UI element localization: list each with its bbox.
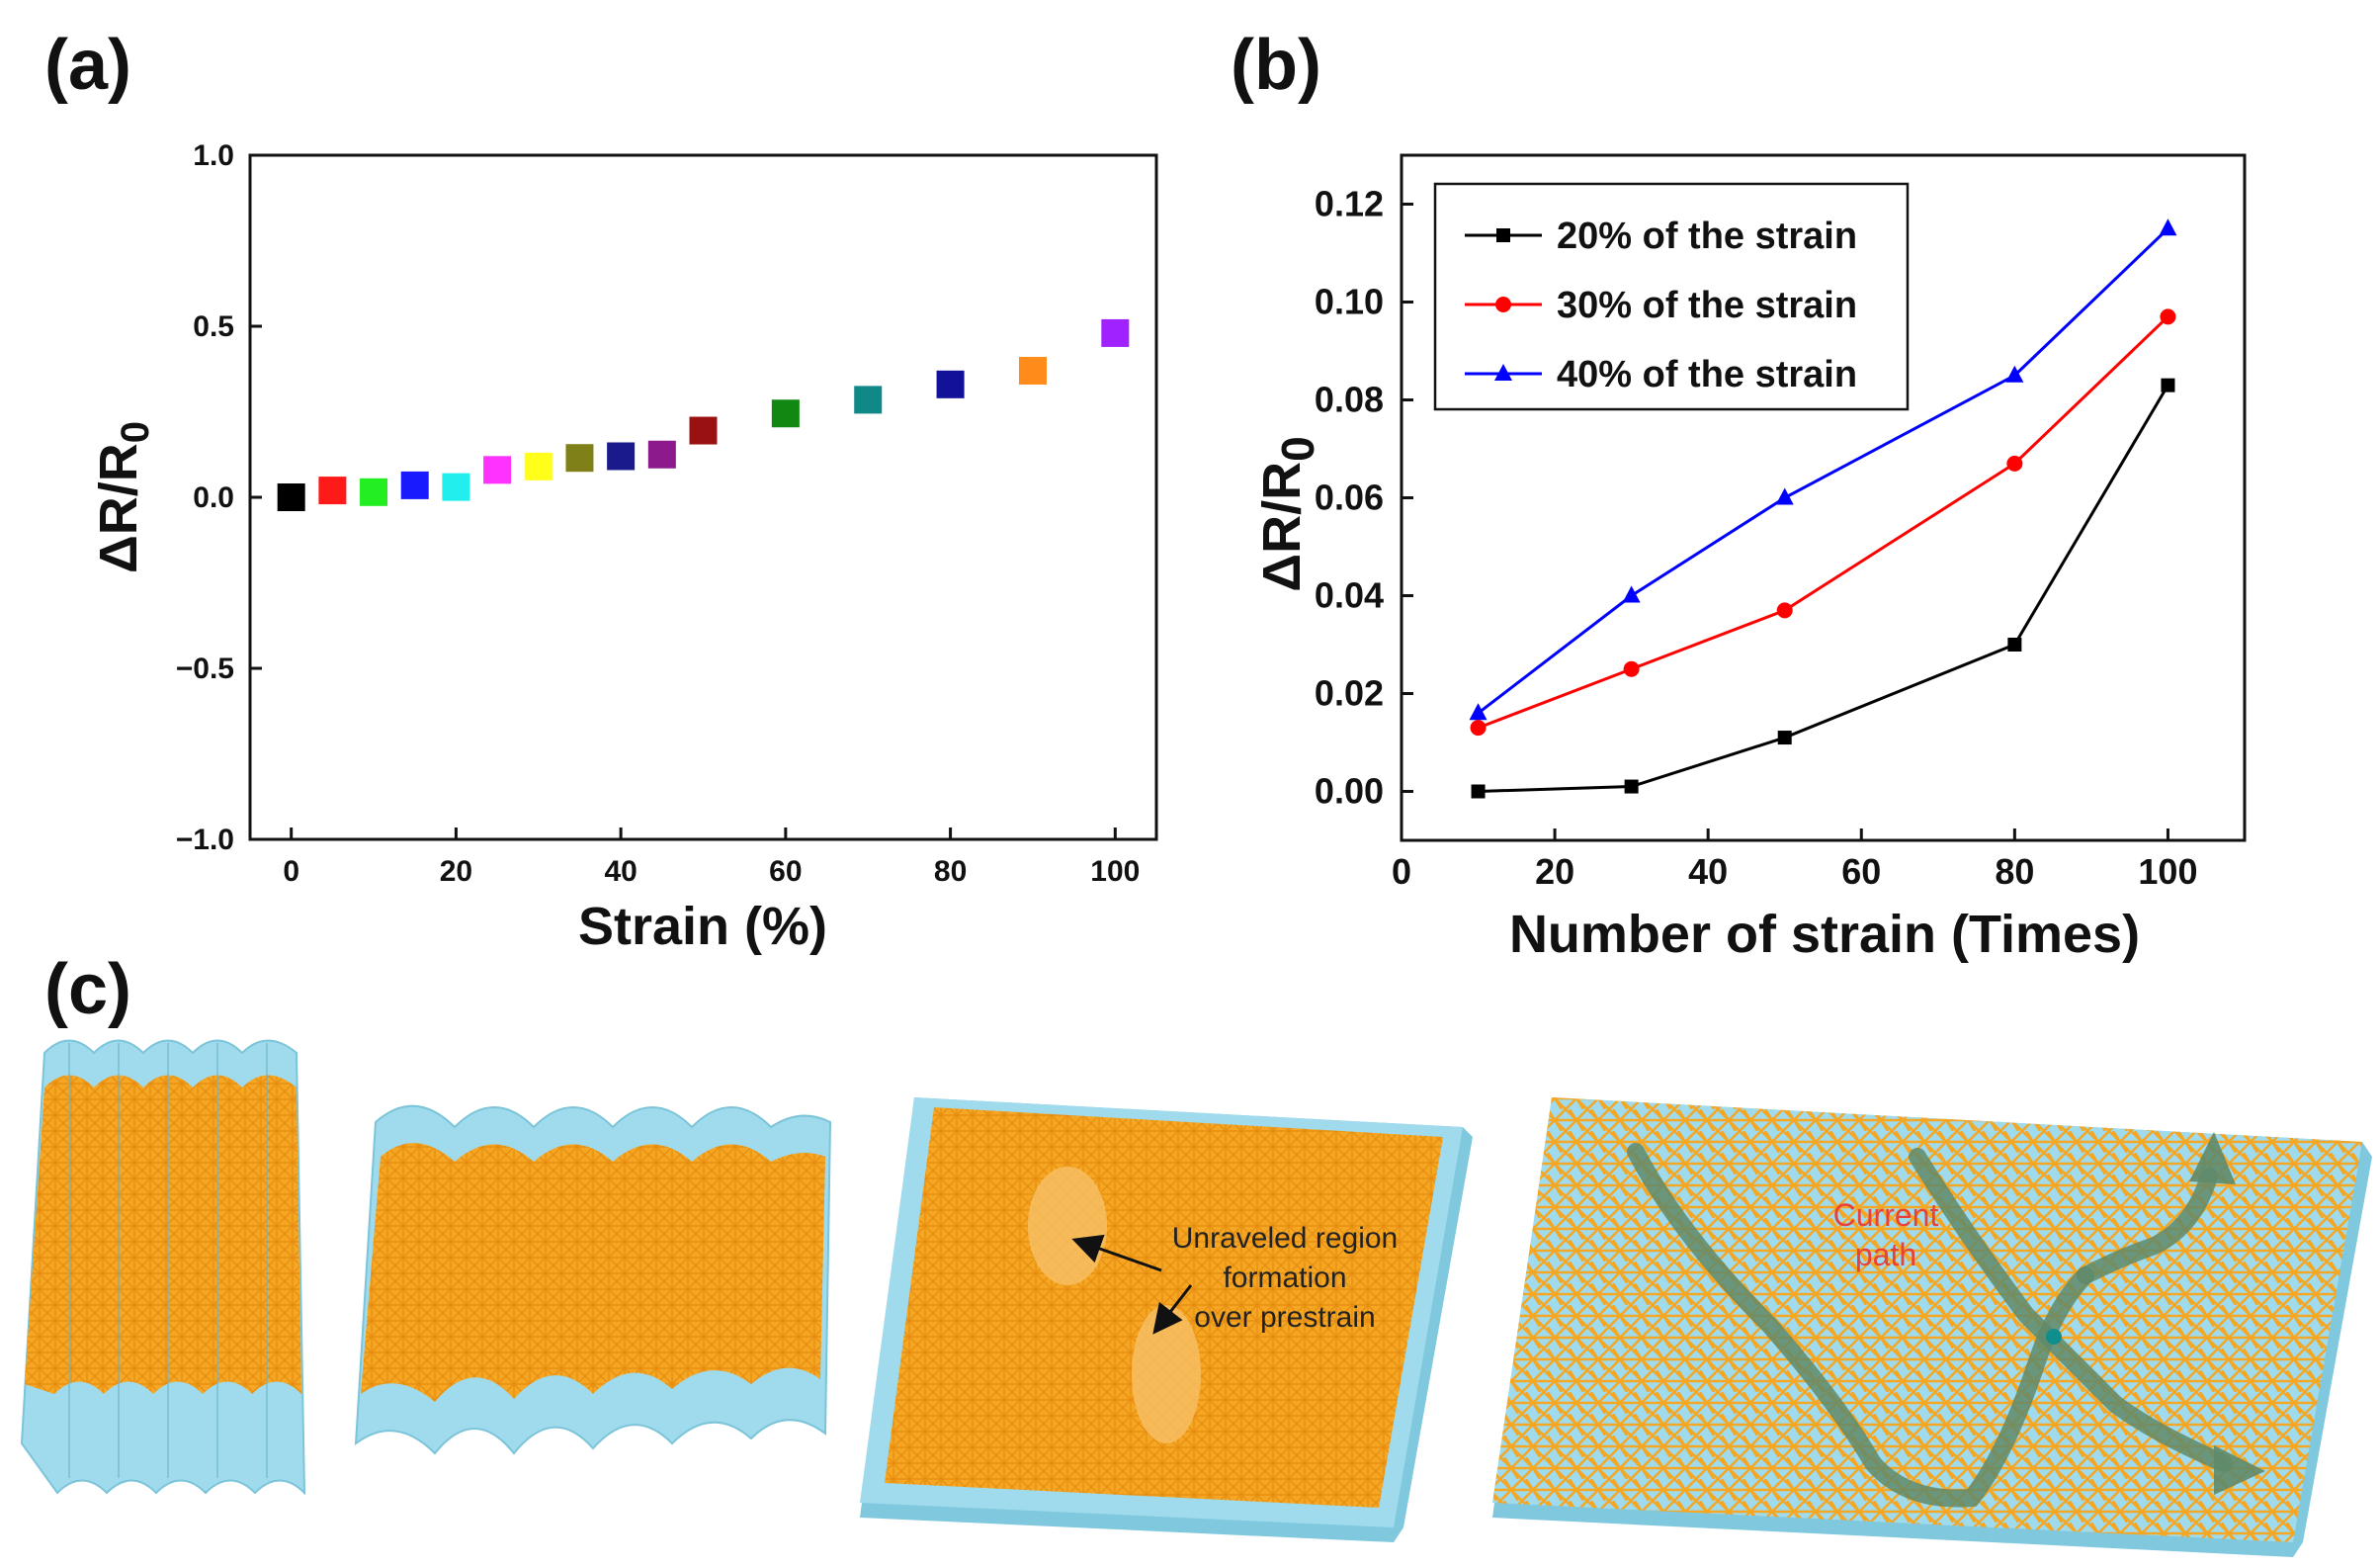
chart-b-y-axis-title-main: ΔR/R bbox=[1252, 462, 1312, 592]
data-point bbox=[771, 399, 800, 428]
series-1-point bbox=[2161, 378, 2175, 392]
y-tick-label: 0.10 bbox=[1315, 282, 1384, 322]
chart-b-x-axis: 0 20 40 60 80 100 bbox=[1392, 828, 2197, 892]
chart-a-points bbox=[277, 318, 1130, 511]
chart-a: −1.0 −0.5 0.0 0.5 1.0 0 20 40 60 80 100 Strain (%… bbox=[89, 139, 1158, 956]
x-tick-label: 40 bbox=[1688, 851, 1728, 892]
chart-a-x-axis: 0 20 40 60 80 100 bbox=[283, 828, 1140, 888]
data-point bbox=[1101, 318, 1130, 347]
wrinkled-sheet-loose bbox=[354, 1104, 832, 1455]
data-point bbox=[360, 478, 388, 506]
data-point bbox=[318, 477, 347, 505]
y-tick-label: −0.5 bbox=[176, 653, 234, 685]
chart-b: 0.00 0.02 0.04 0.06 0.08 0.10 0.12 0 20 40 60 80 10… bbox=[1252, 153, 2247, 964]
y-tick-label: −1.0 bbox=[176, 824, 234, 856]
y-tick-label: 0.06 bbox=[1315, 478, 1384, 518]
illustration-panel-c: Unraveled region formation over prestrai… bbox=[20, 1039, 2372, 1557]
wrinkled-sheet-tight bbox=[20, 1039, 306, 1496]
x-tick-label: 60 bbox=[1841, 851, 1881, 892]
chart-a-y-axis-title: ΔR/R0 bbox=[89, 421, 157, 573]
stretched-sheet-current-path: Current path bbox=[1492, 1097, 2372, 1557]
data-point bbox=[936, 370, 965, 398]
chart-b-series bbox=[1469, 218, 2177, 799]
x-tick-label: 20 bbox=[440, 855, 472, 888]
panel-label-a: (a) bbox=[44, 26, 131, 105]
data-point bbox=[854, 386, 883, 414]
x-tick-label: 100 bbox=[2138, 851, 2197, 892]
legend-label: 30% of the strain bbox=[1557, 285, 1857, 326]
series-1-point bbox=[1624, 779, 1639, 794]
data-point bbox=[442, 473, 470, 501]
flat-sheet-prestrain: Unraveled region formation over prestrai… bbox=[860, 1097, 1473, 1542]
series-2-point bbox=[2006, 455, 2023, 472]
annotation-line-2: formation bbox=[1223, 1262, 1346, 1294]
annotation-arrow-1 bbox=[1071, 1234, 1162, 1272]
series-3-point bbox=[1622, 585, 1641, 603]
annotation-line-1: Unraveled region bbox=[1172, 1222, 1398, 1255]
x-tick-label: 60 bbox=[769, 855, 802, 888]
x-tick-label: 80 bbox=[1995, 851, 2034, 892]
x-tick-label: 100 bbox=[1090, 855, 1140, 888]
y-tick-label: 0.5 bbox=[193, 310, 234, 343]
legend-label: 20% of the strain bbox=[1557, 216, 1857, 257]
chart-a-y-axis-title-sub: 0 bbox=[114, 421, 157, 443]
series-3-point bbox=[1775, 487, 1794, 505]
legend-marker bbox=[1496, 228, 1510, 242]
legend-marker bbox=[1495, 297, 1511, 312]
chart-b-legend: 20% of the strain 30% of the strain 40% of… bbox=[1433, 182, 1910, 411]
chart-b-y-axis-title: ΔR/R0 bbox=[1252, 436, 1323, 591]
current-path-label-line-2: path bbox=[1855, 1237, 1916, 1272]
series-3-point bbox=[2005, 365, 2024, 383]
chart-b-y-axis-title-sub: 0 bbox=[1272, 436, 1323, 462]
x-tick-label: 80 bbox=[934, 855, 967, 888]
legend-marker bbox=[1494, 364, 1512, 381]
x-tick-label: 20 bbox=[1535, 851, 1574, 892]
data-point bbox=[689, 416, 718, 445]
series-3-point bbox=[2159, 218, 2177, 236]
y-tick-label: 0.04 bbox=[1315, 575, 1384, 616]
series-3-point bbox=[1469, 703, 1488, 721]
y-tick-label: 0.0 bbox=[193, 481, 234, 514]
panel-label-c: (c) bbox=[44, 950, 131, 1029]
current-path-label-line-1: Current bbox=[1833, 1197, 1939, 1233]
chart-b-y-axis: 0.00 0.02 0.04 0.06 0.08 0.10 0.12 bbox=[1315, 184, 1413, 812]
y-tick-label: 0.02 bbox=[1315, 673, 1384, 714]
data-point bbox=[400, 471, 429, 499]
y-tick-label: 1.0 bbox=[193, 139, 234, 172]
data-point bbox=[647, 440, 676, 469]
data-point bbox=[483, 456, 512, 484]
x-tick-label: 40 bbox=[604, 855, 637, 888]
data-point bbox=[607, 442, 636, 471]
panel-label-b: (b) bbox=[1231, 26, 1321, 105]
y-tick-label: 0.12 bbox=[1315, 184, 1384, 224]
series-1-point bbox=[1777, 731, 1792, 745]
chart-a-x-axis-title: Strain (%) bbox=[578, 897, 827, 956]
legend-frame bbox=[1433, 182, 1910, 411]
series-2-point bbox=[1623, 660, 1640, 677]
data-point bbox=[565, 444, 594, 473]
y-tick-label: 0.08 bbox=[1315, 380, 1384, 420]
x-tick-label: 0 bbox=[283, 855, 299, 888]
data-point bbox=[1018, 356, 1047, 385]
x-tick-label: 0 bbox=[1392, 851, 1411, 892]
annotation-line-3: over prestrain bbox=[1194, 1301, 1375, 1334]
series-1-point bbox=[2007, 638, 2022, 652]
series-2-point bbox=[1470, 720, 1487, 737]
series-2-point bbox=[1776, 602, 1793, 619]
chart-a-y-axis: −1.0 −0.5 0.0 0.5 1.0 bbox=[176, 139, 262, 856]
data-point bbox=[277, 483, 305, 511]
y-tick-label: 0.00 bbox=[1315, 771, 1384, 812]
series-1-point bbox=[1471, 784, 1486, 799]
data-point bbox=[524, 452, 552, 480]
chart-a-y-axis-title-main: ΔR/R bbox=[89, 443, 148, 573]
series-line-1 bbox=[1478, 384, 2169, 793]
legend-label: 40% of the strain bbox=[1557, 354, 1857, 395]
chart-b-x-axis-title: Number of strain (Times) bbox=[1509, 905, 2140, 964]
annotation-arrow-2 bbox=[1152, 1284, 1193, 1335]
series-2-point bbox=[2160, 308, 2176, 325]
